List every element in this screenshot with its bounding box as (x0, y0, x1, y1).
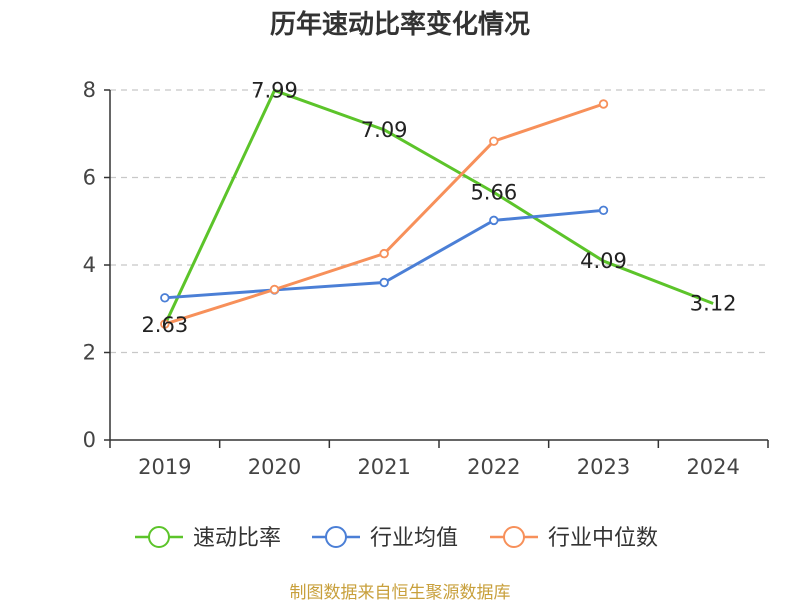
data-label: 2.63 (141, 313, 188, 337)
y-tick-label: 2 (83, 341, 96, 365)
data-label: 7.09 (361, 118, 408, 142)
legend[interactable]: 速动比率 行业均值 行业中位数 (135, 526, 658, 551)
y-tick-label: 0 (83, 428, 96, 452)
data-point (160, 319, 170, 329)
series-line (163, 88, 714, 326)
data-point (269, 284, 280, 295)
y-tick-label: 4 (83, 253, 96, 277)
chart-title: 历年速动比率变化情况 (269, 10, 530, 40)
x-tick-label: 2024 (686, 455, 739, 479)
grid-lines (110, 89, 768, 354)
legend-marker (325, 526, 347, 548)
data-label: 4.09 (580, 249, 627, 273)
legend-item-2[interactable]: 行业均值 (312, 526, 458, 551)
legend-marker (503, 526, 525, 548)
data-point (160, 293, 170, 303)
x-tick-label: 2019 (138, 455, 191, 479)
series-lines (160, 88, 714, 329)
legend-item-1[interactable]: 速动比率 (135, 526, 281, 551)
x-tick-label: 2022 (467, 455, 520, 479)
legend-marker (148, 526, 170, 548)
x-tick-label: 2020 (248, 455, 301, 479)
legend-label: 行业均值 (370, 526, 458, 551)
legend-label: 行业中位数 (548, 526, 658, 551)
axes: 0 2 4 6 8 2019 2020 2021 2022 2023 2024 (83, 78, 769, 479)
data-point (379, 277, 389, 288)
source-note: 制图数据来自恒生聚源数据库 (289, 583, 511, 603)
data-point (379, 248, 389, 259)
data-point (489, 215, 499, 226)
data-point (598, 99, 609, 109)
y-tick-label: 6 (83, 166, 96, 190)
data-point (489, 136, 499, 146)
data-label: 3.12 (690, 292, 737, 316)
data-point (598, 205, 609, 216)
data-label: 5.66 (470, 180, 517, 204)
x-tick-label: 2023 (577, 455, 630, 479)
x-tick-label: 2021 (357, 455, 410, 479)
legend-label: 速动比率 (193, 526, 281, 551)
y-tick-label: 8 (83, 78, 96, 102)
data-label: 7.99 (251, 78, 298, 102)
legend-item-3[interactable]: 行业中位数 (490, 526, 658, 551)
data-labels: 2.63 7.99 7.09 5.66 4.09 3.12 (141, 78, 736, 337)
